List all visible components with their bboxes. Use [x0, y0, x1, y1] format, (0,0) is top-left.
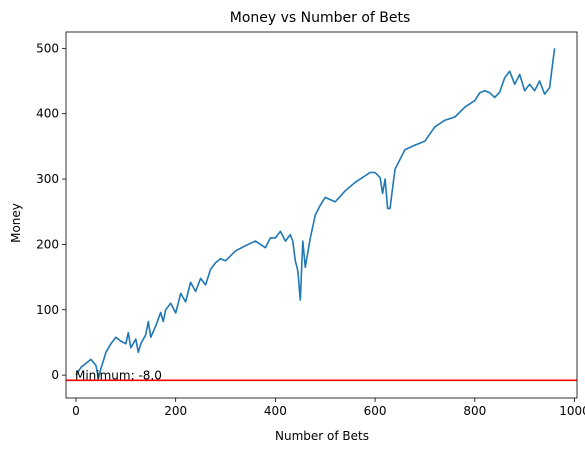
- x-tick-label: 800: [463, 404, 486, 418]
- x-tick-label: 200: [164, 404, 187, 418]
- series-line-0: [75, 48, 556, 380]
- x-axis-label: Number of Bets: [275, 429, 369, 443]
- y-tick-label: 200: [36, 237, 59, 251]
- y-tick-label: 100: [36, 303, 59, 317]
- y-tick-label: 400: [36, 107, 59, 121]
- x-tick-label: 0: [72, 404, 80, 418]
- plot-frame: [65, 31, 578, 399]
- y-axis-label: Money: [9, 203, 23, 243]
- y-tick-label: 300: [36, 172, 59, 186]
- x-tick-label: 600: [364, 404, 387, 418]
- minimum-annotation: Minimum: -8.0: [75, 368, 162, 382]
- chart-title: Money vs Number of Bets: [230, 10, 411, 26]
- y-tick-label: 0: [51, 368, 59, 382]
- y-tick-label: 500: [36, 41, 59, 55]
- x-tick-label: 400: [264, 404, 287, 418]
